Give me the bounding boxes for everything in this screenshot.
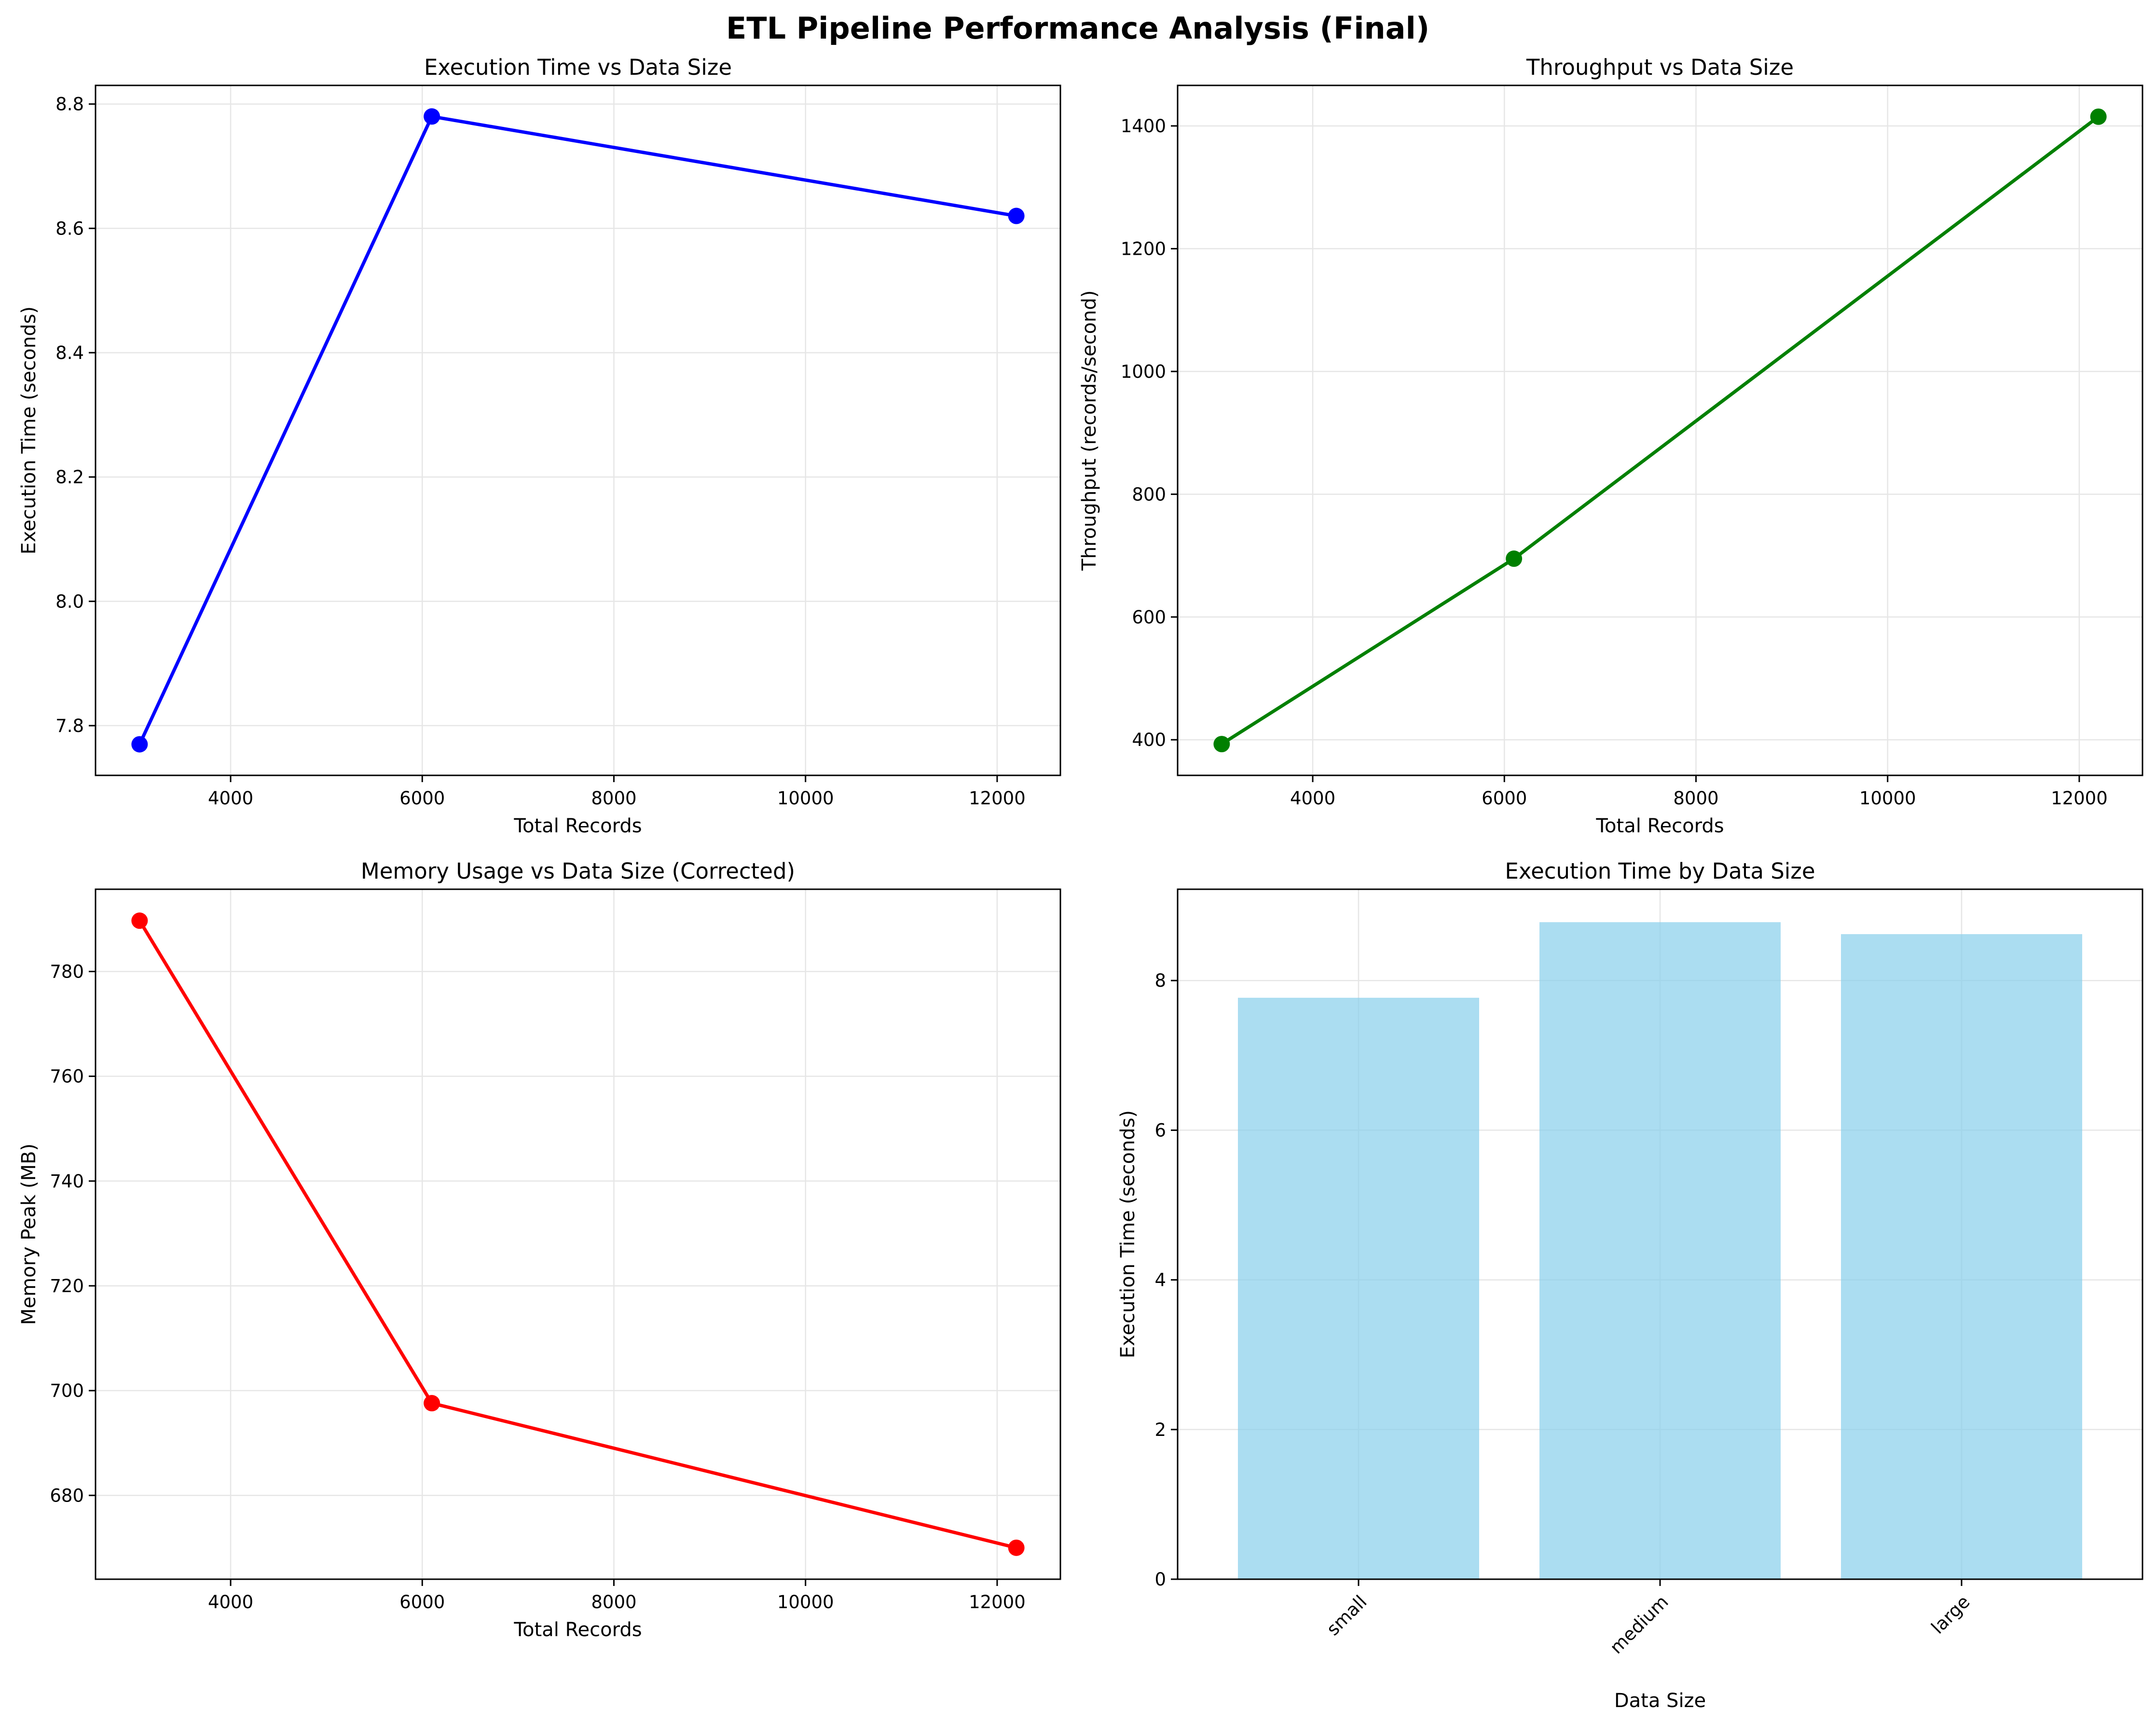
y-tick-label: 8.6	[55, 218, 84, 239]
y-tick-label: 0	[1154, 1569, 1166, 1590]
y-tick-label: 400	[1132, 730, 1166, 750]
data-point	[131, 736, 148, 753]
x-tick-label: 12000	[969, 788, 1026, 809]
y-tick-label: 8.0	[55, 591, 84, 612]
y-tick-label: 8.8	[55, 94, 84, 115]
x-axis-label: Total Records	[513, 815, 642, 837]
y-tick-label: 740	[50, 1171, 84, 1192]
bar-small	[1238, 997, 1479, 1579]
x-tick-label: large	[1927, 1591, 1974, 1638]
data-point	[1506, 550, 1523, 567]
y-tick-label: 8	[1154, 970, 1166, 991]
y-tick-label: 680	[50, 1485, 84, 1506]
y-tick-label: 4	[1154, 1270, 1166, 1291]
y-tick-label: 7.8	[55, 716, 84, 736]
plot-frame	[1177, 84, 2143, 776]
y-tick-label: 800	[1132, 484, 1166, 505]
y-axis-label: Memory Peak (MB)	[18, 1144, 40, 1325]
plot-frame	[95, 888, 1061, 1580]
x-tick-label: 6000	[1482, 788, 1527, 809]
x-tick-label: 4000	[208, 788, 253, 809]
x-tick-label: 6000	[399, 1592, 445, 1613]
y-tick-label: 1200	[1121, 238, 1166, 259]
data-point	[1008, 1539, 1025, 1556]
y-tick-label: 600	[1132, 607, 1166, 628]
x-tick-label: small	[1322, 1591, 1371, 1640]
x-tick-label: 10000	[777, 788, 834, 809]
chart-title: Memory Usage vs Data Size (Corrected)	[361, 858, 795, 884]
x-tick-label: 4000	[1290, 788, 1335, 809]
plot-frame	[95, 84, 1061, 776]
bar-large	[1841, 934, 2082, 1579]
x-tick-label: 12000	[969, 1592, 1026, 1613]
y-axis-label: Execution Time (seconds)	[1117, 1110, 1139, 1358]
x-tick-label: 10000	[777, 1592, 834, 1613]
data-point	[131, 912, 148, 929]
y-tick-label: 700	[50, 1380, 84, 1401]
x-tick-label: 8000	[1673, 788, 1718, 809]
y-tick-label: 8.2	[55, 467, 84, 488]
y-axis-label: Execution Time (seconds)	[18, 306, 40, 554]
data-point	[424, 1395, 440, 1412]
y-tick-label: 2	[1154, 1420, 1166, 1440]
chart-title: Throughput vs Data Size	[1526, 55, 1794, 80]
series-line	[138, 114, 1017, 745]
x-tick-label: 12000	[2051, 788, 2108, 809]
x-tick-label: 8000	[591, 1592, 636, 1613]
series-line	[1221, 115, 2100, 746]
chart-memory-line: 4000 6000 8000 10000 12000 680 700 720 740 760 780…	[18, 858, 1061, 1641]
y-tick-label: 760	[50, 1066, 84, 1087]
y-tick-label: 720	[50, 1276, 84, 1296]
y-tick-label: 1000	[1121, 361, 1166, 382]
y-tick-label: 1400	[1121, 116, 1166, 137]
x-tick-label: 8000	[591, 788, 636, 809]
chart-throughput-line: 4000 6000 8000 10000 12000 400 600 800 1000 1200 1…	[1078, 55, 2143, 837]
x-tick-label: 6000	[399, 788, 445, 809]
chart-title: Execution Time by Data Size	[1505, 858, 1815, 884]
chart-execution-time-line: 4000 6000 8000 10000 12000 7.8 8.0 8.2 8.4 8.6 8.8…	[18, 55, 1061, 837]
x-tick-label: 10000	[1859, 788, 1916, 809]
x-axis-label: Data Size	[1614, 1690, 1706, 1709]
x-tick-label: medium	[1606, 1591, 1673, 1658]
data-point	[2090, 108, 2107, 125]
bar-medium	[1539, 922, 1781, 1579]
y-tick-label: 780	[50, 961, 84, 982]
x-axis-label: Total Records	[513, 1619, 642, 1641]
chart-execution-time-bar: small medium large 0 2 4 6 8 Execution Time by D…	[1117, 858, 2143, 1709]
series-line	[138, 920, 1017, 1550]
x-tick-label: 4000	[208, 1592, 253, 1613]
data-point	[1213, 736, 1230, 753]
y-tick-label: 8.4	[55, 343, 84, 363]
y-tick-label: 6	[1154, 1120, 1166, 1141]
data-point	[1008, 207, 1025, 224]
data-point	[424, 108, 440, 125]
figure-title: ETL Pipeline Performance Analysis (Final…	[726, 11, 1429, 46]
x-axis-label: Total Records	[1595, 815, 1724, 837]
y-axis-label: Throughput (records/second)	[1078, 290, 1100, 571]
chart-title: Execution Time vs Data Size	[424, 55, 732, 80]
